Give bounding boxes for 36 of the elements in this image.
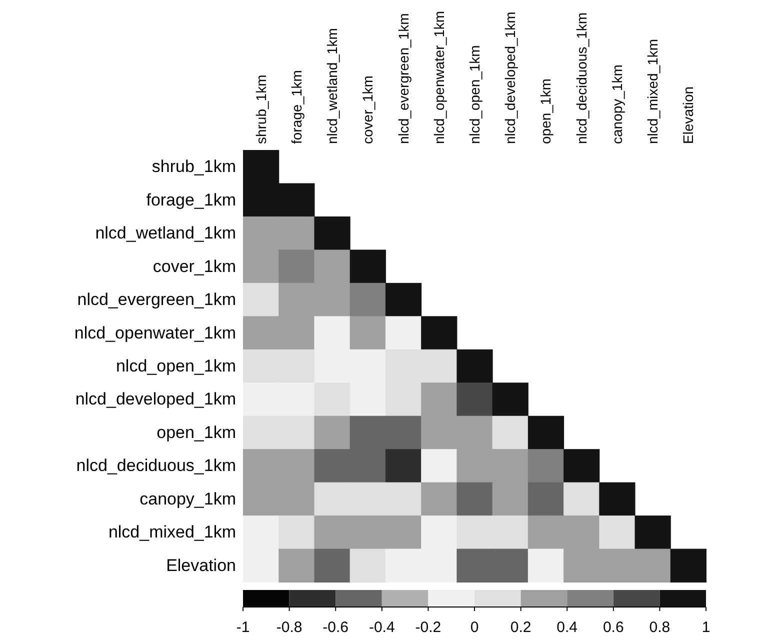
x-tick-label: canopy_1km [608, 64, 625, 144]
x-tick-label: nlcd_deciduous_1km [573, 12, 590, 144]
y-tick-label: nlcd_open_1km [116, 356, 236, 376]
y-tick-label: open_1km [156, 422, 236, 442]
y-tick-label: forage_1km [146, 190, 236, 210]
color-bar-label: 1 [702, 619, 710, 636]
x-tick-label: nlcd_openwater_1km [430, 10, 447, 144]
x-tick-label: nlcd_evergreen_1km [395, 13, 412, 144]
color-bar-label: -1 [236, 619, 250, 636]
x-tick-label: open_1km [538, 78, 554, 144]
y-tick-label: nlcd_deciduous_1km [76, 456, 236, 476]
x-tick-label: nlcd_mixed_1km [644, 38, 661, 144]
color-bar-label: 0.8 [649, 619, 670, 636]
color-bar-label: 0.2 [510, 619, 532, 636]
color-bar-label: 0.4 [556, 619, 578, 636]
x-tick-label: nlcd_wetland_1km [324, 28, 340, 144]
y-tick-label: nlcd_wetland_1km [95, 224, 236, 243]
y-tick-label: nlcd_mixed_1km [108, 522, 236, 542]
x-tick-label: Elevation [680, 86, 696, 144]
color-bar-label: 0 [470, 619, 479, 636]
x-tick-label: cover_1km [360, 76, 376, 144]
y-tick-label: canopy_1km [140, 489, 236, 508]
color-bar-label: 0.6 [602, 619, 624, 636]
y-tick-label: nlcd_evergreen_1km [77, 290, 236, 310]
y-tick-label: nlcd_openwater_1km [74, 323, 236, 342]
color-bar-label: -0.4 [368, 619, 395, 636]
x-tick-label: nlcd_developed_1km [502, 12, 518, 144]
x-tick-label: forage_1km [288, 70, 304, 144]
color-bar-label: -0.6 [322, 619, 349, 636]
color-bar-label: -0.2 [415, 619, 442, 636]
y-tick-label: cover_1km [152, 256, 236, 276]
x-tick-label: nlcd_open_1km [466, 45, 482, 144]
y-tick-label: Elevation [166, 556, 236, 575]
y-tick-label: shrub_1km [152, 157, 236, 176]
color-bar-label: -0.8 [276, 619, 302, 636]
y-tick-label: nlcd_developed_1km [75, 390, 236, 409]
